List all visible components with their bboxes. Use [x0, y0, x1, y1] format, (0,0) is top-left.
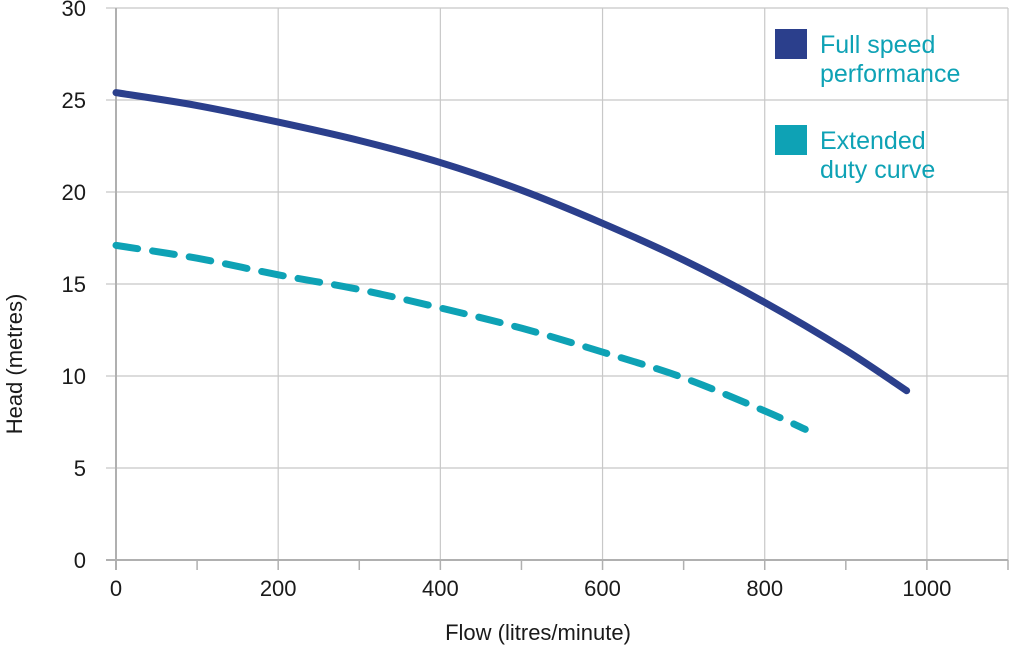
series-line-2 — [112, 241, 809, 433]
y-tick-label: 30 — [62, 0, 86, 21]
legend-swatch-1 — [775, 29, 807, 59]
x-tick-label: 400 — [422, 576, 459, 601]
grid — [106, 7, 1009, 560]
x-tick-label: 1000 — [902, 576, 951, 601]
legend-swatch-2 — [775, 125, 807, 155]
legend-label-1: Full speed performance — [820, 31, 960, 88]
y-tick-label: 20 — [62, 180, 86, 205]
y-tick-label: 0 — [74, 548, 86, 573]
x-tick-label: 800 — [746, 576, 783, 601]
y-axis-label: Head (metres) — [2, 294, 27, 435]
x-axis-label: Flow (litres/minute) — [445, 620, 631, 645]
legend-label-2: Extended duty curve — [820, 127, 935, 184]
series-lines — [112, 89, 911, 433]
x-tick-label: 0 — [110, 576, 122, 601]
series-line-1 — [112, 89, 911, 395]
tick-labels: 0 200 400 600 800 1000 0 5 10 15 20 25 30 — [62, 0, 952, 601]
y-tick-label: 5 — [74, 456, 86, 481]
x-tick-label: 600 — [584, 576, 621, 601]
y-tick-label: 25 — [62, 88, 86, 113]
x-tick-label: 200 — [260, 576, 297, 601]
y-tick-label: 15 — [62, 272, 86, 297]
axes — [106, 8, 1009, 570]
legend: Full speed performance Extended duty curve — [775, 29, 960, 184]
y-tick-label: 10 — [62, 364, 86, 389]
